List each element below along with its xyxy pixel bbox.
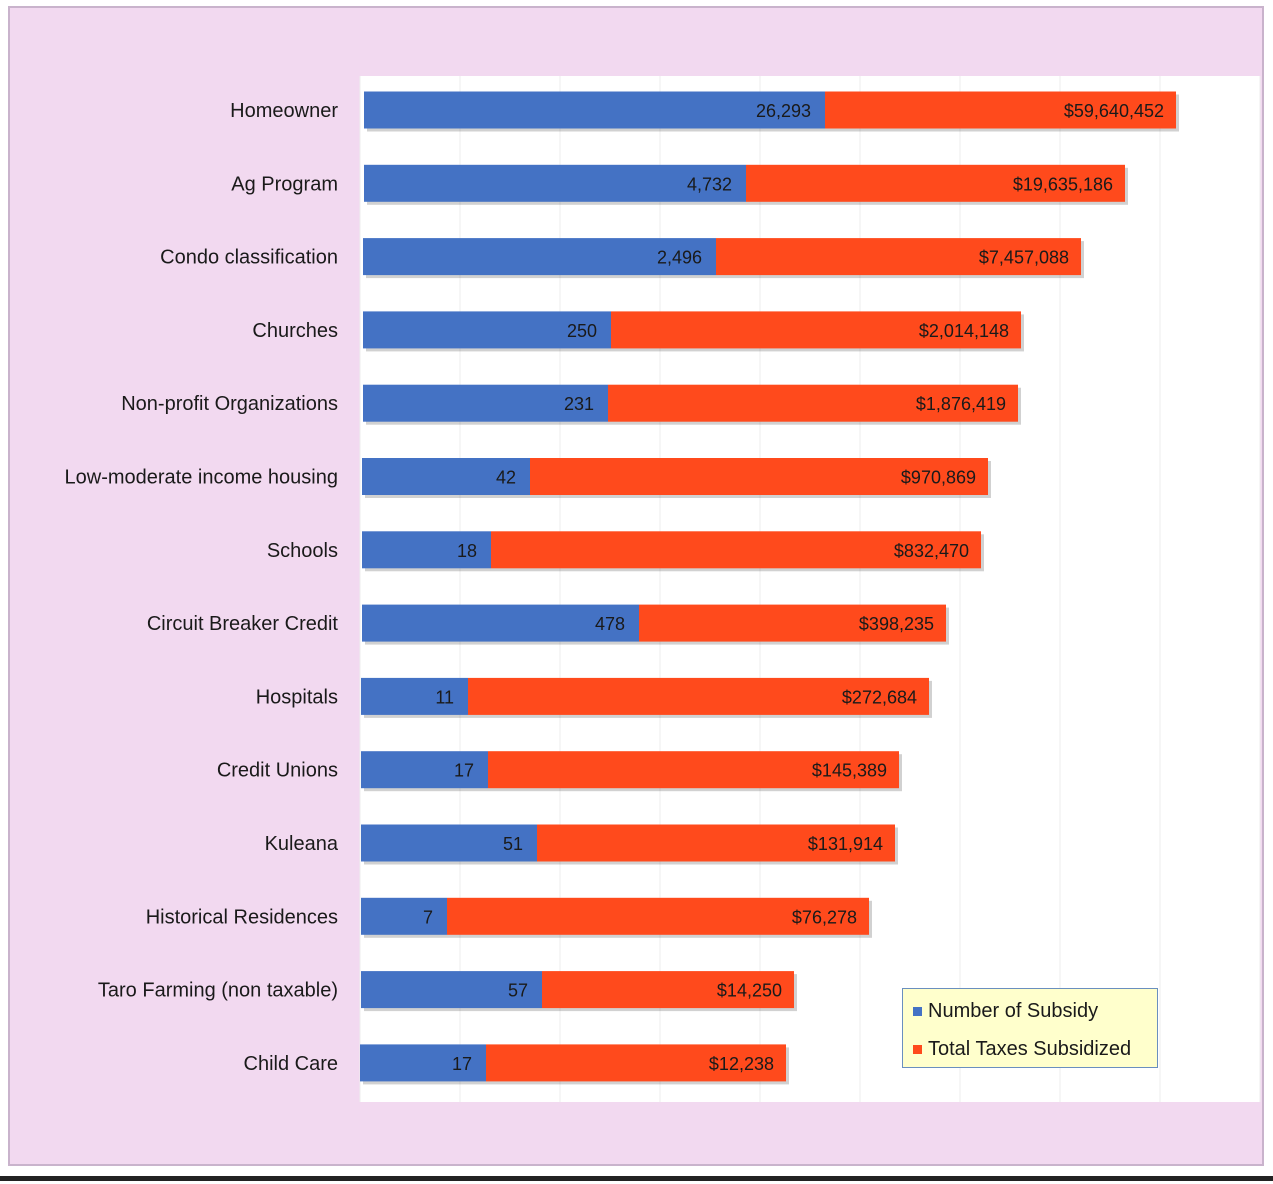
bar-row: Low-moderate income housing 42 $970,869 — [65, 458, 991, 498]
legend-label: Total Taxes Subsidized — [928, 1037, 1132, 1060]
bar-row: Circuit Breaker Credit 478 $398,235 — [147, 604, 949, 645]
bar-total-taxes-subsidized — [608, 384, 1018, 422]
category-label: Circuit Breaker Credit — [147, 613, 339, 635]
data-label-total-taxes-subsidized: $76,278 — [792, 907, 857, 927]
bar-total-taxes-subsidized — [468, 677, 929, 715]
bar-total-taxes-subsidized — [825, 91, 1176, 129]
bar-row: Non-profit Organizations 231 $1,876,419 — [121, 384, 1021, 425]
bar-number-of-subsidy — [362, 531, 491, 569]
bar-total-taxes-subsidized — [746, 164, 1125, 202]
bar-row: Homeowner 26,293 $59,640,452 — [230, 91, 1179, 132]
data-label-total-taxes-subsidized: $2,014,148 — [919, 321, 1009, 341]
bar-row: Taro Farming (non taxable) 57 $14,250 — [98, 971, 797, 1012]
data-label-total-taxes-subsidized: $14,250 — [717, 981, 782, 1001]
data-label-total-taxes-subsidized: $272,684 — [842, 687, 917, 707]
bar-number-of-subsidy — [363, 238, 716, 276]
bar-number-of-subsidy — [362, 604, 639, 642]
bar-number-of-subsidy — [361, 677, 468, 715]
bar-row: Historical Residences 7 $76,278 — [146, 897, 872, 938]
category-label: Historical Residences — [146, 906, 338, 928]
bar-total-taxes-subsidized — [537, 824, 895, 862]
category-label: Condo classification — [160, 247, 338, 269]
legend-item-number-of-subsidy: Number of Subsidy — [913, 997, 1098, 1025]
category-label: Churches — [252, 320, 338, 342]
bar-total-taxes-subsidized — [542, 971, 794, 1009]
data-label-total-taxes-subsidized: $59,640,452 — [1064, 101, 1164, 121]
category-label: Low-moderate income housing — [65, 467, 339, 489]
category-label: Kuleana — [265, 833, 339, 855]
data-label-number-of-subsidy: 2,496 — [657, 248, 702, 268]
bar-row: Child Care 17 $12,238 — [244, 1044, 789, 1085]
bar-total-taxes-subsidized — [491, 531, 981, 569]
bar-row: Schools 18 $832,470 — [267, 531, 984, 572]
data-label-number-of-subsidy: 4,732 — [687, 174, 732, 194]
bar-number-of-subsidy — [361, 897, 447, 935]
bar-row: Credit Unions 17 $145,389 — [217, 751, 902, 792]
bar-row: Condo classification 2,496 $7,457,088 — [160, 238, 1084, 279]
legend: Number of Subsidy Total Taxes Subsidized — [902, 988, 1158, 1068]
data-label-number-of-subsidy: 231 — [564, 394, 594, 414]
legend-swatch-blue — [913, 1006, 922, 1016]
data-label-total-taxes-subsidized: $131,914 — [808, 834, 883, 854]
bar-total-taxes-subsidized — [488, 751, 899, 789]
bar-number-of-subsidy — [361, 824, 537, 862]
data-label-total-taxes-subsidized: $832,470 — [894, 541, 969, 561]
legend-item-total-taxes-subsidized: Total Taxes Subsidized — [913, 1035, 1131, 1063]
category-label: Credit Unions — [217, 760, 338, 782]
bar-number-of-subsidy — [363, 384, 608, 422]
data-label-total-taxes-subsidized: $145,389 — [812, 761, 887, 781]
bar-number-of-subsidy — [364, 91, 825, 129]
bar-number-of-subsidy — [362, 458, 530, 495]
category-label: Homeowner — [230, 100, 338, 122]
data-label-number-of-subsidy: 11 — [435, 687, 454, 707]
bar-total-taxes-subsidized — [530, 458, 988, 495]
data-label-number-of-subsidy: 18 — [457, 541, 477, 561]
bar-total-taxes-subsidized — [611, 311, 1021, 349]
bar-total-taxes-subsidized — [639, 604, 946, 642]
data-label-number-of-subsidy: 17 — [454, 761, 474, 781]
bar-number-of-subsidy — [361, 751, 488, 789]
data-label-total-taxes-subsidized: $398,235 — [859, 614, 934, 634]
bar-row: Ag Program 4,732 $19,635,186 — [231, 164, 1128, 205]
data-label-number-of-subsidy: 42 — [496, 468, 516, 488]
bar-total-taxes-subsidized — [716, 238, 1081, 276]
category-label: Hospitals — [256, 686, 338, 708]
bar-row: Hospitals 11 $272,684 — [256, 677, 932, 718]
data-label-number-of-subsidy: 478 — [595, 614, 625, 634]
category-label: Ag Program — [231, 173, 338, 195]
bar-number-of-subsidy — [363, 311, 611, 349]
data-label-total-taxes-subsidized: $7,457,088 — [979, 248, 1069, 268]
data-label-total-taxes-subsidized: $1,876,419 — [916, 394, 1006, 414]
data-label-number-of-subsidy: 7 — [423, 907, 433, 927]
grid — [359, 76, 1261, 1102]
bar-number-of-subsidy — [360, 1044, 486, 1082]
bar-total-taxes-subsidized — [447, 897, 869, 935]
bar-number-of-subsidy — [364, 164, 746, 202]
bar-row: Churches 250 $2,014,148 — [252, 311, 1024, 352]
bar-total-taxes-subsidized — [486, 1044, 786, 1082]
data-label-number-of-subsidy: 51 — [503, 834, 523, 854]
data-label-number-of-subsidy: 250 — [567, 321, 597, 341]
bottom-rule — [0, 1176, 1273, 1181]
legend-swatch-red — [913, 1044, 922, 1054]
data-label-total-taxes-subsidized: $12,238 — [709, 1054, 774, 1074]
bar-number-of-subsidy — [361, 971, 542, 1009]
data-label-number-of-subsidy: 17 — [452, 1054, 472, 1074]
data-label-number-of-subsidy: 26,293 — [756, 101, 811, 121]
category-label: Child Care — [244, 1053, 338, 1075]
data-label-number-of-subsidy: 57 — [508, 981, 528, 1001]
category-label: Schools — [267, 540, 338, 562]
legend-label: Number of Subsidy — [928, 999, 1099, 1022]
data-label-total-taxes-subsidized: $970,869 — [901, 468, 976, 488]
category-label: Non-profit Organizations — [121, 393, 338, 415]
category-label: Taro Farming (non taxable) — [98, 980, 338, 1002]
data-label-total-taxes-subsidized: $19,635,186 — [1013, 174, 1113, 194]
bar-row: Kuleana 51 $131,914 — [265, 824, 898, 865]
